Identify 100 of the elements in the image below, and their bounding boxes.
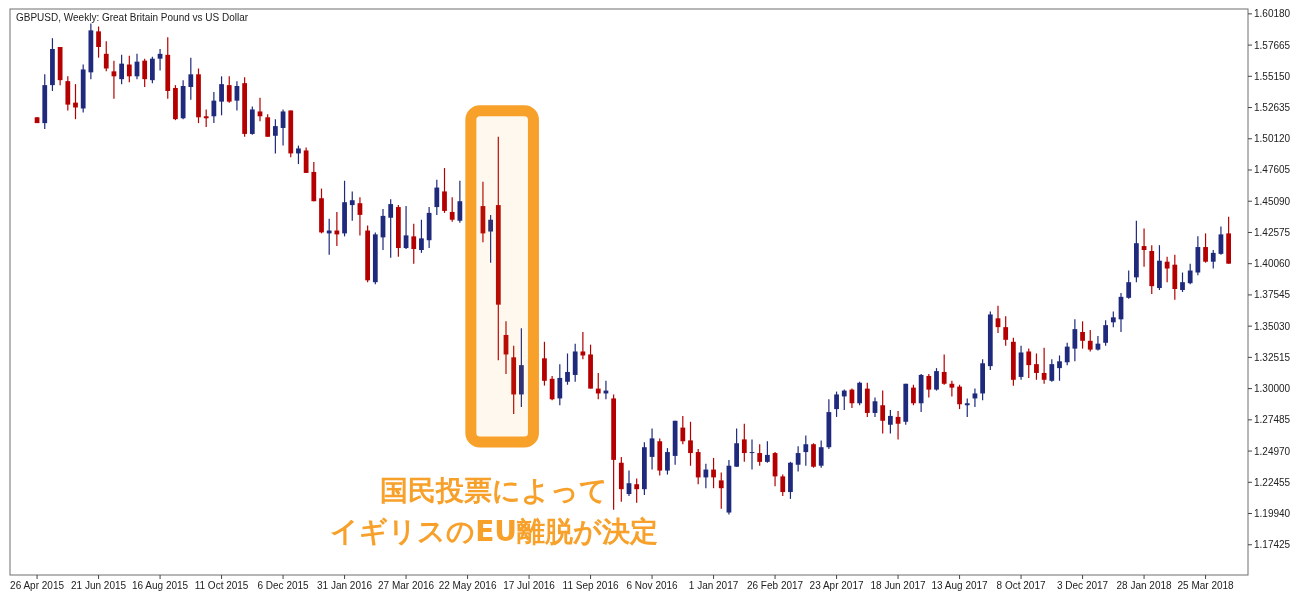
- y-tick-label: 1.57665: [1254, 39, 1291, 51]
- y-tick-label: 1.30000: [1254, 383, 1291, 395]
- y-tick-label: 1.55150: [1254, 70, 1291, 82]
- y-tick-label: 1.17425: [1254, 539, 1291, 551]
- candlestick: [1072, 318, 1078, 362]
- x-tick-label: 11 Sep 2016: [562, 580, 619, 591]
- candlestick: [1203, 232, 1208, 264]
- x-tick-label: 8 Oct 2017: [996, 580, 1046, 591]
- candlestick: [911, 384, 916, 406]
- candlestick: [834, 390, 839, 418]
- candlestick: [580, 331, 586, 360]
- candlestick: [811, 442, 816, 469]
- candlestick: [542, 341, 547, 387]
- candlestick: [119, 54, 125, 85]
- candlestick: [488, 214, 494, 264]
- candlestick: [964, 397, 970, 418]
- candlestick: [1049, 358, 1055, 383]
- y-tick-label: 1.40060: [1254, 258, 1291, 270]
- candlestick: [1034, 352, 1039, 381]
- candlestick: [1087, 329, 1093, 353]
- candlestick: [419, 219, 424, 254]
- y-tick-label: 1.24970: [1254, 445, 1291, 457]
- candlestick: [449, 196, 455, 223]
- candlestick: [226, 75, 232, 104]
- candlestick: [388, 198, 394, 259]
- candlestick: [688, 421, 693, 467]
- candlestick: [103, 40, 109, 72]
- candlestick: [188, 57, 194, 101]
- annotation: イギリスのEU離脱が決定: [330, 514, 659, 548]
- candlestick: [1187, 263, 1193, 285]
- candlestick: [1126, 269, 1132, 300]
- candlestick: [665, 447, 670, 476]
- candlestick: [757, 443, 763, 467]
- candlestick: [1103, 319, 1109, 347]
- candlestick: [741, 423, 747, 463]
- candlestick: [1064, 342, 1070, 366]
- candlestick: [303, 146, 309, 174]
- y-tick-label: 1.50120: [1254, 133, 1291, 145]
- x-tick-label: 1 Jan 2017: [688, 580, 739, 591]
- candlestick: [703, 463, 709, 489]
- y-tick-label: 1.47605: [1254, 164, 1291, 176]
- candlestick: [949, 380, 955, 398]
- candlestick: [434, 179, 440, 216]
- candlestick: [142, 58, 148, 88]
- candlestick: [1080, 320, 1085, 350]
- candlestick: [818, 439, 824, 469]
- candlestick: [880, 389, 886, 435]
- candlestick: [296, 145, 301, 165]
- candlestick: [565, 352, 570, 386]
- candlestick: [1180, 271, 1185, 293]
- candlestick: [411, 223, 417, 265]
- candlestick: [887, 409, 893, 435]
- candlestick: [734, 427, 740, 468]
- candlestick: [803, 434, 809, 467]
- candlestick: [1026, 348, 1032, 379]
- candlestick: [572, 343, 578, 383]
- x-tick-label: 26 Apr 2015: [10, 580, 65, 591]
- candlestick: [457, 180, 463, 224]
- x-tick-label: 11 Oct 2015: [194, 580, 249, 591]
- y-tick-label: 1.32515: [1254, 351, 1291, 363]
- candlestick: [934, 367, 939, 392]
- x-tick-label: 21 Jun 2015: [71, 580, 127, 591]
- chart-title: GBPUSD, Weekly: Great Britain Pound vs US Dollar: [16, 12, 249, 23]
- candlestick: [265, 113, 271, 138]
- x-tick-label: 31 Jan 2016: [317, 580, 373, 591]
- candlestick: [780, 473, 786, 497]
- x-tick-label: 28 Jan 2018: [1116, 580, 1173, 591]
- candlestick: [1003, 315, 1009, 347]
- candlestick: [96, 25, 101, 59]
- x-tick-label: 23 Apr 2017: [809, 580, 864, 591]
- x-tick-label: 16 Aug 2015: [131, 580, 189, 591]
- candlestick: [957, 384, 962, 410]
- candlestick: [795, 445, 801, 473]
- x-tick-label: 13 Aug 2017: [931, 580, 989, 591]
- candlestick: [1210, 249, 1216, 270]
- candlestick: [442, 167, 447, 214]
- y-tick-label: 1.60180: [1254, 8, 1291, 20]
- x-tick-label: 6 Dec 2015: [257, 580, 310, 591]
- candlestick: [764, 440, 770, 464]
- y-tick-label: 1.27485: [1254, 414, 1291, 426]
- candlestick: [680, 415, 686, 445]
- x-tick-label: 6 Nov 2016: [626, 580, 679, 591]
- y-tick-label: 1.45090: [1254, 195, 1291, 207]
- candlestick: [126, 55, 132, 83]
- candlestick: [634, 477, 640, 504]
- candlestick: [557, 363, 563, 406]
- annotation: 国民投票によって: [380, 473, 609, 507]
- candlestick: [219, 75, 224, 116]
- candlestick: [1041, 347, 1047, 385]
- y-tick-label: 1.52635: [1254, 102, 1291, 114]
- y-tick-label: 1.35030: [1254, 320, 1291, 332]
- candlestick: [65, 75, 71, 112]
- x-tick-label: 18 Jun 2017: [870, 580, 927, 591]
- candlestick: [1057, 354, 1062, 382]
- candlestick: [857, 381, 863, 406]
- x-tick-label: 22 May 2016: [438, 580, 497, 591]
- candlestick: [941, 353, 947, 386]
- x-tick-label: 25 Mar 2018: [1177, 580, 1235, 591]
- candlestick: [718, 471, 724, 510]
- candlestick: [549, 375, 555, 401]
